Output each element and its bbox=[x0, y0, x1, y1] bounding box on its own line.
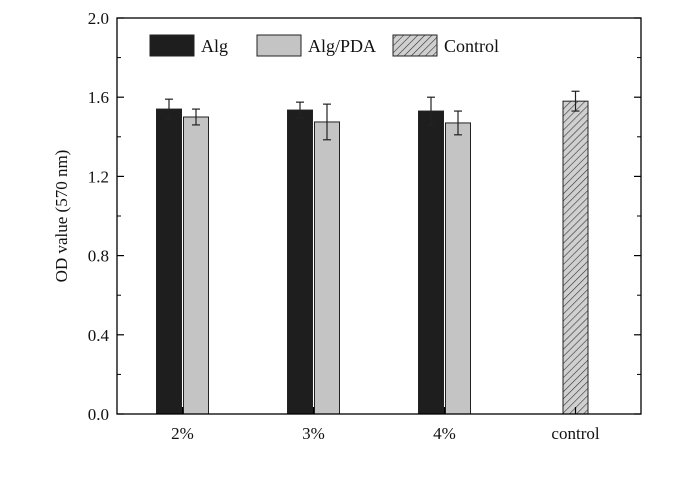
y-tick-label: 1.6 bbox=[88, 88, 109, 107]
y-tick-label: 0.0 bbox=[88, 405, 109, 424]
x-tick-label: 3% bbox=[302, 424, 325, 443]
x-tick-label: 4% bbox=[433, 424, 456, 443]
legend: Alg Alg/PDA Control bbox=[149, 34, 499, 57]
y-tick-label: 0.8 bbox=[88, 247, 109, 266]
legend-label: Alg bbox=[201, 36, 228, 56]
error-bars-layer bbox=[165, 90, 580, 141]
bar bbox=[418, 110, 444, 415]
y-tick-label: 0.4 bbox=[88, 326, 110, 345]
bars-layer bbox=[156, 100, 589, 415]
bar bbox=[183, 116, 209, 415]
y-axis-label: OD value (570 nm) bbox=[52, 150, 71, 283]
bar bbox=[445, 122, 471, 415]
axes-layer: 0.0 0.4 0.8 1.2 1.6 2.0 2% 3% 4% control bbox=[88, 9, 641, 443]
legend-label: Control bbox=[444, 36, 499, 56]
legend-swatch bbox=[256, 34, 302, 57]
legend-swatch bbox=[392, 34, 438, 57]
y-tick-label: 2.0 bbox=[88, 9, 109, 28]
bar bbox=[314, 121, 340, 415]
bar bbox=[156, 108, 182, 415]
x-tick-label: 2% bbox=[171, 424, 194, 443]
legend-swatch bbox=[149, 34, 195, 57]
x-tick-label: control bbox=[551, 424, 599, 443]
bar bbox=[287, 109, 313, 415]
y-tick-label: 1.2 bbox=[88, 167, 109, 186]
bar bbox=[562, 100, 589, 415]
legend-label: Alg/PDA bbox=[308, 36, 376, 56]
